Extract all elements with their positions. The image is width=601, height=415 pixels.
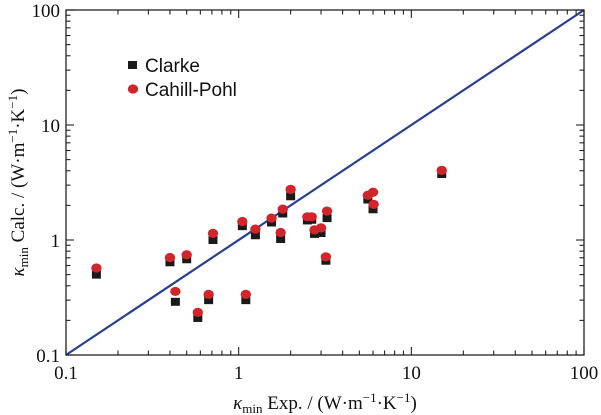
data-point-cahill-pohl [250, 224, 261, 234]
data-point-cahill-pohl [368, 199, 379, 209]
data-point-cahill-pohl [285, 184, 296, 194]
data-point-cahill-pohl [164, 252, 176, 263]
legend-marker-clarke [128, 61, 137, 69]
legend-label-clarke: Clarke [145, 56, 200, 77]
axes: 0.1 1 10 100 0.1 1 10 100 κmin Exp. / (W·m−1·K−1… [5, 1, 598, 415]
data-point-cahill-pohl [237, 216, 248, 227]
data-point-cahill-pohl [320, 252, 332, 262]
data-point-cahill-pohl [91, 263, 102, 273]
reference-line-y-equals-x [65, 9, 585, 356]
data-point-cahill-pohl [321, 206, 333, 216]
data-point-clarke [286, 192, 296, 201]
y-tick-label: 10 [41, 116, 60, 137]
data-point-clarke [208, 236, 218, 244]
data-point-cahill-pohl [367, 187, 379, 197]
x-tick-label: 100 [570, 363, 599, 384]
data-point-cahill-pohl [315, 223, 327, 233]
series-cahill-pohl [91, 165, 447, 318]
data-point-clarke [250, 231, 260, 240]
data-point-clarke [368, 205, 378, 214]
y-tick-label: 100 [32, 1, 61, 22]
y-tick-label: 1 [51, 231, 61, 252]
x-axis-label: κmin Exp. / (W·m−1·K−1) [233, 390, 417, 415]
data-point-clarke [170, 297, 180, 306]
data-point-cahill-pohl [277, 204, 288, 214]
data-point-clarke [91, 270, 101, 279]
legend: Clarke Cahill-Pohl [127, 56, 237, 101]
plot-area [65, 9, 585, 356]
data-point-cahill-pohl [436, 165, 447, 175]
data-point-clarke [322, 214, 332, 223]
y-axis-label: κmin Calc. / (W·m−1·K−1) [5, 89, 31, 277]
data-point-cahill-pohl [266, 213, 277, 223]
x-tick-label: 1 [234, 363, 244, 384]
x-tick-label: 10 [402, 363, 421, 384]
data-point-clarke [204, 296, 214, 305]
data-point-clarke [237, 222, 247, 231]
x-tick-label: 0.1 [54, 363, 78, 384]
data-point-clarke [316, 229, 326, 238]
legend-marker-cahill-pohl [127, 84, 139, 94]
data-point-cahill-pohl [306, 212, 317, 222]
data-point-cahill-pohl [170, 286, 181, 297]
data-point-cahill-pohl [275, 227, 286, 238]
legend-label-cahill-pohl: Cahill-Pohl [145, 80, 237, 101]
data-point-cahill-pohl [192, 307, 204, 318]
y-tick-label: 0.1 [36, 346, 60, 367]
data-point-cahill-pohl [240, 289, 252, 299]
data-point-clarke [241, 296, 251, 305]
data-point-clarke [276, 235, 286, 244]
data-point-cahill-pohl [181, 250, 192, 260]
data-point-cahill-pohl [203, 289, 214, 299]
plot-frame [65, 9, 585, 356]
series-clarke [91, 169, 447, 322]
data-point-clarke [193, 313, 203, 322]
data-point-cahill-pohl [207, 228, 219, 238]
data-point-clarke [165, 258, 175, 267]
